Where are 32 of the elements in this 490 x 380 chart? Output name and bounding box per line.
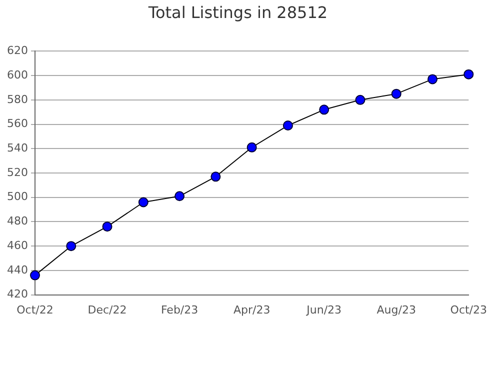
x-tick-label: Apr/23 bbox=[233, 303, 270, 316]
y-tick-label: 560 bbox=[6, 117, 28, 130]
point bbox=[174, 191, 185, 202]
x-tick-label: Aug/23 bbox=[376, 303, 416, 316]
y-tick-label: 620 bbox=[6, 44, 28, 58]
point bbox=[138, 197, 148, 208]
y-tick-label: 440 bbox=[6, 263, 28, 276]
point bbox=[464, 69, 474, 80]
y-tick-label: 420 bbox=[6, 288, 28, 301]
chart-title: Total Listings in 28512 bbox=[147, 2, 328, 22]
point bbox=[282, 120, 293, 130]
y-tick-label: 480 bbox=[6, 214, 28, 228]
point bbox=[319, 104, 330, 115]
y-tick-label: 580 bbox=[6, 92, 28, 106]
point bbox=[391, 88, 402, 99]
x-tick-label: Dec/22 bbox=[88, 303, 127, 316]
x-tick-label: Oct/22 bbox=[16, 303, 54, 316]
point bbox=[246, 142, 257, 152]
point bbox=[428, 74, 438, 84]
x-tick-label: Oct/23 bbox=[450, 303, 488, 316]
y-tick-label: 520 bbox=[6, 166, 28, 179]
x-tick-label: Jun/23 bbox=[306, 303, 342, 316]
y-tick-label: 540 bbox=[6, 142, 28, 154]
point bbox=[102, 222, 112, 232]
y-tick-label: 460 bbox=[6, 238, 28, 252]
x-tick-label: Feb/23 bbox=[160, 303, 198, 316]
point bbox=[30, 270, 40, 280]
y-tick-label: 600 bbox=[6, 68, 28, 82]
point bbox=[355, 94, 366, 105]
point bbox=[210, 172, 221, 182]
point bbox=[66, 241, 76, 252]
y-tick-label: 500 bbox=[6, 190, 28, 204]
